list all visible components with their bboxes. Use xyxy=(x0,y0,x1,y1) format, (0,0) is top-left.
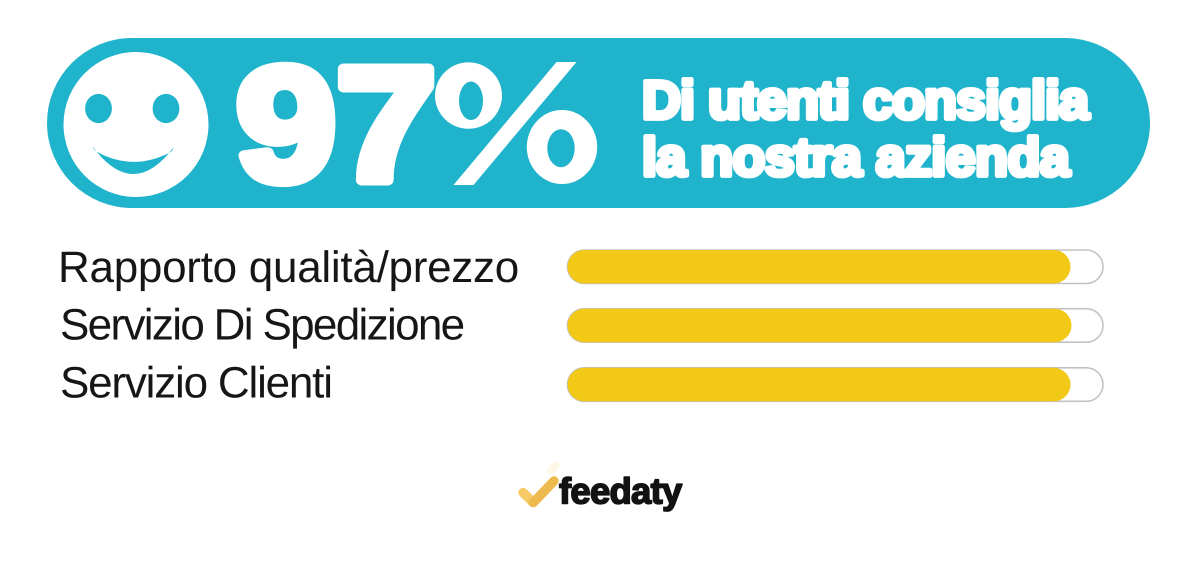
svg-text:Rapporto qualità/prezzo: Rapporto qualità/prezzo xyxy=(58,243,519,292)
svg-text:97: 97 xyxy=(236,33,436,214)
svg-text:la nostra azienda: la nostra azienda xyxy=(642,128,1071,188)
svg-text:Servizio Di Spedizione: Servizio Di Spedizione xyxy=(60,301,464,350)
svg-text:Servizio Clienti: Servizio Clienti xyxy=(60,359,332,408)
svg-text:feedaty: feedaty xyxy=(559,471,683,512)
svg-text:Di utenti consiglia: Di utenti consiglia xyxy=(642,71,1090,131)
